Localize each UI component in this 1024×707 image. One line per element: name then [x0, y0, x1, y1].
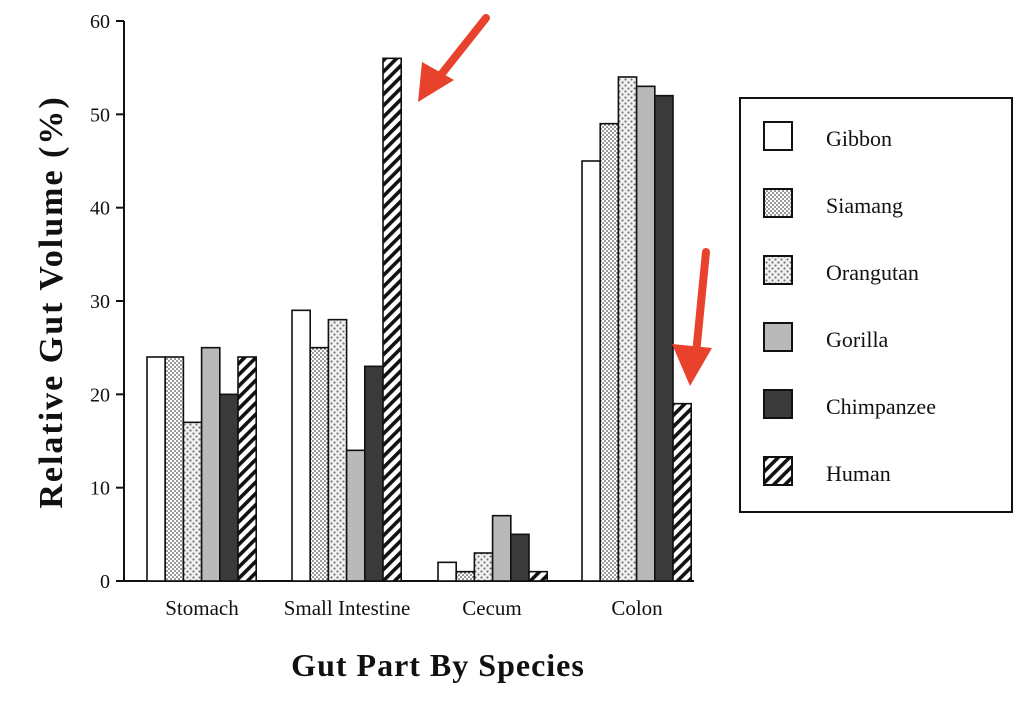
bar-human-colon — [672, 402, 693, 582]
bar-human-cecum — [528, 570, 549, 582]
bar-siamang-cecum — [455, 570, 476, 582]
x-category-label: Stomach — [165, 596, 239, 620]
bar-orangutan-cecum — [473, 552, 494, 582]
bar-chimpanzee-colon — [653, 94, 674, 582]
legend-swatch-gibbon — [763, 121, 793, 151]
bar-human-stomach — [237, 356, 258, 582]
x-category-label: Small Intestine — [284, 596, 411, 620]
y-tick-label: 20 — [90, 384, 110, 406]
x-category-label: Colon — [611, 596, 663, 620]
legend-label-chimpanzee: Chimpanzee — [826, 394, 936, 419]
annotation-arrow-colon — [672, 248, 712, 386]
legend-box — [739, 97, 1013, 513]
y-tick-label: 0 — [100, 571, 110, 593]
bar-siamang-stomach — [164, 356, 185, 582]
bar-siamang-small-intestine — [309, 346, 330, 582]
legend-swatch-orangutan — [763, 255, 793, 285]
bar-gibbon-colon — [581, 160, 602, 582]
legend-label-orangutan: Orangutan — [826, 260, 919, 285]
bar-gibbon-cecum — [437, 561, 458, 582]
bar-chimpanzee-stomach — [219, 393, 239, 582]
legend: Gibbon Siamang Orangutan Gorilla Chimpanzee H… — [739, 97, 1013, 513]
legend-swatch-chimpanzee — [763, 389, 793, 419]
legend-label-gibbon: Gibbon — [826, 126, 892, 151]
bar-orangutan-small-intestine — [327, 318, 348, 582]
bars — [146, 57, 693, 582]
y-tick-label: 40 — [90, 198, 110, 220]
y-tick-label: 30 — [90, 291, 110, 313]
legend-swatch-human — [763, 456, 793, 486]
bar-gorilla-stomach — [200, 346, 221, 582]
legend-label-siamang: Siamang — [826, 193, 903, 218]
bar-gibbon-small-intestine — [291, 309, 312, 582]
bar-gorilla-small-intestine — [345, 449, 366, 582]
annotation-arrow-small-intestine — [418, 14, 490, 102]
y-tick-label: 60 — [90, 11, 110, 33]
x-axis-label: Gut Part By Species — [291, 647, 585, 683]
bar-gorilla-colon — [635, 85, 656, 582]
bar-gorilla-cecum — [491, 514, 512, 582]
legend-label-human: Human — [826, 461, 891, 486]
x-category-label: Cecum — [462, 596, 521, 620]
category-labels: Stomach Small Intestine Cecum Colon — [165, 596, 663, 620]
bar-chimpanzee-cecum — [509, 533, 530, 582]
bar-gibbon-stomach — [146, 356, 167, 582]
bar-orangutan-stomach — [182, 421, 203, 582]
bar-orangutan-colon — [617, 76, 638, 582]
y-tick-label: 10 — [90, 478, 110, 500]
legend-swatch-gorilla — [763, 322, 793, 352]
bar-chimpanzee-small-intestine — [363, 365, 384, 582]
legend-label-gorilla: Gorilla — [826, 327, 889, 352]
bar-siamang-colon — [599, 122, 620, 582]
bar-human-small-intestine — [382, 57, 403, 582]
legend-swatch-siamang — [763, 188, 793, 218]
y-axis-label: Relative Gut Volume (%) — [33, 95, 70, 508]
y-tick-label: 50 — [90, 104, 110, 126]
